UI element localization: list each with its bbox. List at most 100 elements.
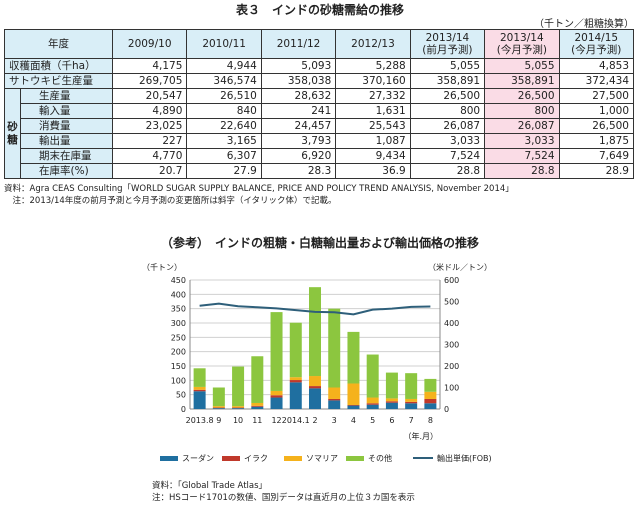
legend-swatch: [160, 456, 178, 461]
bar: [193, 391, 206, 409]
y2-tick-label: 100: [444, 384, 459, 393]
header-col: 2009/10: [111, 29, 188, 59]
bar: [212, 387, 225, 407]
table-cell: 1,631: [335, 103, 411, 119]
y-tick-label: 100: [171, 376, 186, 385]
bar: [309, 376, 321, 387]
bar: [366, 403, 379, 405]
table-cell: 5,055: [409, 58, 486, 74]
table-cell: 1,087: [335, 133, 411, 149]
chart-note: 注：HSコード1701の数値、国別データは直近月の上位３カ国を表示: [152, 493, 415, 503]
table-cell: 241: [260, 103, 337, 119]
y-tick-label: 300: [171, 319, 186, 328]
y2-tick-label: 600: [444, 276, 459, 285]
table-row: サトウキビ生産量 269,705 346,574 358,038 370,160 358,…: [4, 73, 635, 89]
table-cell: 27,500: [558, 88, 635, 104]
table-cell: 4,890: [111, 103, 188, 119]
table-row: 収穫面積（千ha） 4,175 4,944 5,093 5,288 5,055 5,055 4…: [4, 58, 635, 74]
bar: [405, 373, 418, 399]
table-cell: 7,524: [409, 148, 486, 164]
bar: [251, 356, 264, 403]
row-label: 収穫面積（千ha）: [4, 58, 113, 74]
bar: [289, 382, 302, 409]
table-cell: 9,434: [335, 148, 411, 164]
bar: [385, 402, 398, 409]
x-tick-label: 2: [312, 416, 317, 425]
table-cell: 6,307: [186, 148, 262, 164]
legend-label: ソマリア: [306, 454, 338, 463]
table-cell: 4,175: [111, 58, 188, 74]
legend-label: イラク: [244, 454, 268, 463]
y-tick-label: 450: [171, 276, 186, 285]
bar: [405, 403, 418, 409]
bar: [347, 331, 360, 384]
bar: [424, 378, 437, 392]
legend-swatch: [222, 456, 240, 461]
row-label: 期末在庫量: [20, 148, 113, 164]
chart-footer: 資料：「Global Trade Atlas」 注：HSコード1701の数値、国…: [152, 480, 415, 504]
row-label: 在庫率(%): [20, 163, 113, 179]
table-cell: 372,434: [558, 73, 635, 89]
bar: [193, 368, 206, 387]
table-cell: 25,543: [335, 118, 411, 134]
x-tick-label: 3: [332, 416, 337, 425]
table-cell: 22,640: [186, 118, 262, 134]
bar: [289, 380, 302, 383]
bar: [309, 386, 321, 389]
bar: [385, 401, 398, 403]
table-cell: 28.8: [409, 163, 486, 179]
table-cell: 28.8: [484, 163, 560, 179]
bar: [251, 406, 264, 409]
table-cell: 27,332: [335, 88, 411, 104]
bar: [366, 397, 379, 404]
bar: [424, 391, 437, 399]
bar: [212, 406, 225, 408]
table-cell: 26,500: [409, 88, 486, 104]
legend-swatch: [284, 456, 302, 461]
table-cell: 28.3: [260, 163, 337, 179]
bar: [270, 397, 283, 409]
table-cell: 3,165: [186, 133, 262, 149]
table-cell: 800: [484, 103, 560, 119]
bar: [232, 407, 245, 409]
table-cell: 227: [111, 133, 188, 149]
bar: [251, 402, 264, 406]
y2-tick-label: 200: [444, 362, 459, 371]
bar: [347, 383, 360, 405]
group-label: 砂糖: [4, 88, 21, 179]
table-title: 表３ インドの砂糖需給の推移: [235, 3, 404, 17]
row-label: 輸出量: [20, 133, 113, 149]
x-tick-label: 2013.8: [186, 416, 214, 425]
export-chart: （千トン） （米ドル／トン）050100150200250300350400450…: [142, 262, 492, 463]
bar: [385, 372, 398, 399]
table-cell: 28,632: [260, 88, 337, 104]
table-row: 消費量 23,025 22,640 24,457 25,543 26,087 26,087 2…: [5, 118, 635, 134]
bar: [347, 404, 360, 406]
table-cell: 800: [409, 103, 486, 119]
x-tick-label: 6: [389, 416, 394, 425]
table-cell: 5,288: [335, 58, 411, 74]
legend-label: スーダン: [182, 453, 214, 463]
table-row: 輸入量 4,890 840 241 1,631 800 800 1,000: [5, 103, 635, 119]
header-col: 2013/14 (前月予測): [409, 29, 486, 59]
x-tick-label: 7: [409, 416, 414, 425]
table-cell: 346,574: [186, 73, 262, 89]
table-cell: 3,033: [484, 133, 560, 149]
y-tick-label: 400: [171, 290, 186, 299]
bar: [309, 388, 321, 409]
bar: [328, 308, 341, 388]
x-tick-label: 12: [271, 416, 281, 425]
chart-source: 資料：「Global Trade Atlas」: [152, 481, 268, 491]
row-label: 生産量: [20, 88, 113, 104]
table-row: 期末在庫量 4,770 6,307 6,920 9,434 7,524 7,524 7,649: [5, 148, 635, 164]
table-cell: 26,510: [186, 88, 262, 104]
chart-title: （参考） インドの粗糖・白糖輸出量および輸出価格の推移: [160, 236, 479, 250]
bar: [309, 287, 321, 377]
x-tick-label: 5: [370, 416, 375, 425]
y-tick-label: 250: [171, 333, 186, 342]
legend-label: その他: [368, 453, 392, 463]
bar: [193, 386, 206, 390]
y-tick-label: 200: [171, 348, 186, 357]
row-label: 輸入量: [20, 103, 113, 119]
table-cell: 20,547: [111, 88, 188, 104]
